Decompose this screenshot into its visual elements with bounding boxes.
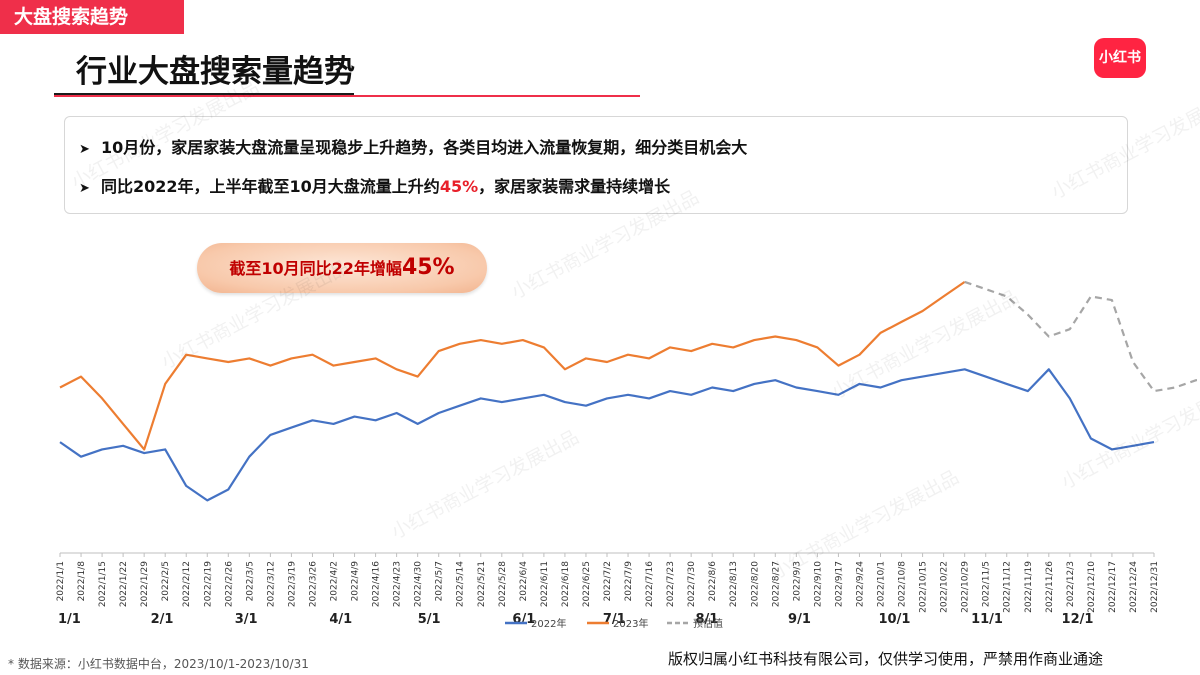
x-tick-label: 2022/12/3 bbox=[1066, 561, 1076, 607]
month-label: 12/1 bbox=[1062, 612, 1094, 627]
line-2022 bbox=[59, 368, 1155, 502]
month-label: 1/1 bbox=[58, 612, 81, 627]
x-tick-label: 2022/9/24 bbox=[855, 561, 865, 607]
x-tick-label: 2022/6/11 bbox=[540, 561, 550, 607]
x-tick-label: 2022/7/16 bbox=[645, 561, 655, 607]
month-label: 8/1 bbox=[695, 612, 718, 627]
x-tick-label: 2022/3/26 bbox=[308, 561, 318, 607]
x-tick-label: 2022/5/14 bbox=[456, 561, 466, 607]
x-tick-label: 2022/2/12 bbox=[182, 561, 192, 607]
x-tick-label: 2022/7/30 bbox=[687, 561, 697, 607]
x-tick-label: 2022/2/19 bbox=[203, 561, 213, 607]
line-2023 bbox=[59, 280, 966, 451]
x-tick-label: 2022/12/31 bbox=[1150, 561, 1160, 613]
x-tick-label: 2022/12/24 bbox=[1129, 561, 1139, 613]
x-tick-label: 2022/10/8 bbox=[898, 561, 908, 607]
x-tick-label: 2022/3/5 bbox=[245, 561, 255, 601]
x-tick-label: 2022/4/16 bbox=[372, 561, 382, 607]
x-tick-label: 2022/7/23 bbox=[666, 561, 676, 607]
page-title: 行业大盘搜索量趋势 bbox=[76, 54, 355, 90]
search-trend-chart: 2022/1/1 2022/1/8 2022/1/15 2022/1/22 2022/1… bbox=[0, 240, 1200, 660]
x-tick-label: 2022/5/21 bbox=[477, 561, 487, 607]
summary-text-1: 10月份，家居家装大盘流量呈现稳步上升趋势，各类目均进入流量恢复期，细分类目机会… bbox=[101, 138, 748, 157]
x-tick-label: 2022/4/30 bbox=[414, 561, 424, 607]
line-estimate bbox=[964, 280, 1200, 393]
x-tick-label: 2022/4/23 bbox=[393, 561, 403, 607]
x-tick-label: 2022/6/25 bbox=[582, 561, 592, 607]
x-tick-label: 2022/4/9 bbox=[351, 561, 361, 602]
x-tick-label: 2022/11/5 bbox=[982, 561, 992, 607]
x-tick-label: 2022/7/2 bbox=[603, 561, 613, 601]
x-tick-label: 2022/9/3 bbox=[792, 561, 802, 601]
callout-value: 45% bbox=[401, 255, 455, 280]
month-label: 3/1 bbox=[235, 612, 258, 627]
month-label: 10/1 bbox=[879, 612, 911, 627]
legend-label: 预估值 bbox=[693, 617, 723, 630]
legend-label: 2022年 bbox=[531, 617, 566, 630]
x-tick-label: 2022/1/15 bbox=[98, 561, 108, 607]
growth-callout: 截至10月同比22年增幅45% bbox=[197, 243, 487, 293]
x-tick-label: 2022/8/13 bbox=[729, 561, 739, 607]
data-source-note: * 数据来源：小红书数据中台，2023/10/1-2023/10/31 bbox=[8, 657, 309, 671]
month-label: 11/1 bbox=[971, 612, 1003, 627]
x-tick-label: 2022/9/10 bbox=[813, 561, 823, 607]
arrow-bullet-icon: ➤ bbox=[79, 181, 90, 196]
callout-label: 截至10月同比22年增幅 bbox=[229, 259, 402, 278]
x-tick-label: 2022/5/28 bbox=[498, 561, 508, 607]
x-tick-label: 2022/7/9 bbox=[624, 561, 634, 602]
x-tick-label: 2022/8/27 bbox=[771, 561, 781, 607]
arrow-bullet-icon: ➤ bbox=[79, 142, 90, 157]
x-tick-label: 2022/2/26 bbox=[224, 561, 234, 607]
x-tick-label: 2022/2/5 bbox=[161, 561, 171, 601]
x-tick-label: 2022/11/19 bbox=[1024, 561, 1034, 613]
x-tick-label: 2022/10/22 bbox=[940, 561, 950, 613]
month-label: 5/1 bbox=[418, 612, 441, 627]
summary-box: ➤ 10月份，家居家装大盘流量呈现稳步上升趋势，各类目均进入流量恢复期，细分类目机… bbox=[64, 116, 1128, 214]
x-tick-label: 2022/9/17 bbox=[834, 561, 844, 607]
month-label: 2/1 bbox=[151, 612, 174, 627]
x-tick-label: 2022/12/17 bbox=[1108, 561, 1118, 613]
x-tick-label: 2022/1/8 bbox=[77, 561, 87, 602]
x-tick-label: 2022/1/29 bbox=[140, 561, 150, 607]
legend-label: 2023年 bbox=[613, 617, 648, 630]
callout-text: 截至10月同比22年增幅45% bbox=[197, 255, 487, 280]
summary-text-2a: 同比2022年，上半年截至10月大盘流量上升约 bbox=[101, 177, 440, 196]
title-underline bbox=[54, 95, 640, 97]
x-tick-label: 2022/5/7 bbox=[435, 561, 445, 601]
month-label: 9/1 bbox=[788, 612, 811, 627]
summary-bullet-1: ➤ 10月份，家居家装大盘流量呈现稳步上升趋势，各类目均进入流量恢复期，细分类目机… bbox=[79, 134, 747, 158]
x-tick-label: 2022/3/12 bbox=[266, 561, 276, 607]
x-tick-label: 2022/6/4 bbox=[519, 561, 529, 602]
x-tick-label: 2022/11/12 bbox=[1003, 561, 1013, 613]
x-tick-label: 2022/4/2 bbox=[330, 561, 340, 601]
x-tick-label: 2022/12/10 bbox=[1087, 561, 1097, 613]
x-tick-label: 2022/10/29 bbox=[961, 561, 971, 613]
x-tick-label: 2022/8/20 bbox=[750, 561, 760, 607]
summary-bullet-2: ➤ 同比2022年，上半年截至10月大盘流量上升约45%，家居家装需求量持续增长 bbox=[79, 173, 670, 197]
x-tick-label: 2022/11/26 bbox=[1045, 561, 1055, 613]
summary-text-2b: ，家居家装需求量持续增长 bbox=[478, 177, 671, 196]
x-tick-label: 2022/1/22 bbox=[119, 561, 129, 607]
x-tick-label: 2022/6/18 bbox=[561, 561, 571, 607]
x-tick-label: 2022/10/1 bbox=[877, 561, 887, 607]
summary-highlight: 45% bbox=[439, 177, 479, 196]
xiaohongshu-logo: 小红书 bbox=[1094, 38, 1146, 78]
x-tick-label: 2022/8/6 bbox=[708, 561, 718, 602]
x-tick-label: 2022/3/19 bbox=[287, 561, 297, 607]
x-tick-label: 2022/1/1 bbox=[56, 561, 66, 601]
month-label: 4/1 bbox=[329, 612, 352, 627]
x-tick-label: 2022/10/15 bbox=[919, 561, 929, 613]
section-tag: 大盘搜索趋势 bbox=[0, 0, 184, 34]
chart-canvas: 2022/1/1 2022/1/8 2022/1/15 2022/1/22 2022/1… bbox=[56, 280, 1200, 630]
copyright-note: 版权归属小红书科技有限公司，仅供学习使用，严禁用作商业通途 bbox=[668, 650, 1104, 668]
